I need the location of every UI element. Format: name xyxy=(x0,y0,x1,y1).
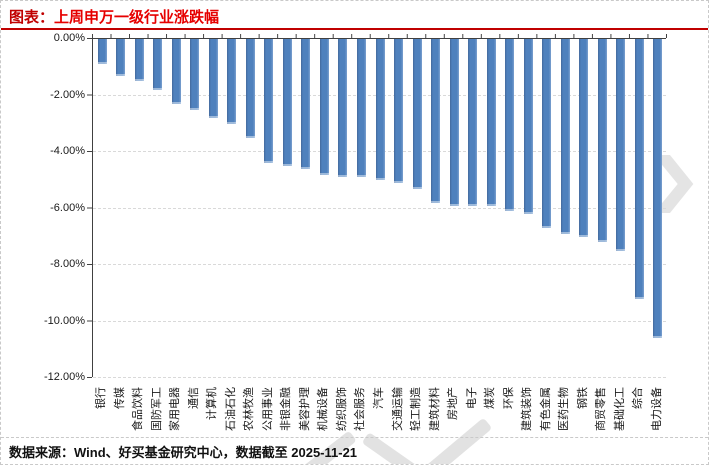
category-label: 美容护理 xyxy=(298,387,311,431)
category-label: 国防军工 xyxy=(150,387,163,431)
value-axis-label: 0.00% xyxy=(53,32,85,44)
bar-汽车 xyxy=(375,39,385,181)
chart-title-row: 图表：上周申万一级行业涨跌幅 xyxy=(9,6,219,27)
gridline xyxy=(93,264,666,265)
bar-美容护理 xyxy=(301,39,311,169)
bar-计算机 xyxy=(208,39,218,119)
category-label: 环保 xyxy=(502,387,515,409)
category-label: 汽车 xyxy=(373,387,385,409)
category-label: 公用事业 xyxy=(261,387,274,431)
category-label: 农林牧渔 xyxy=(243,387,256,431)
bar-国防军工 xyxy=(153,39,163,90)
bar-轻工制造 xyxy=(412,39,422,189)
bar-通信 xyxy=(190,39,200,110)
bar-有色金属 xyxy=(542,39,552,229)
category-axis-labels: 银行 传媒 食品饮料 国防军工 家用电器 通信 计算机 石油石化 农林牧渔 公用事业 非银金融 美容护… xyxy=(92,383,666,437)
value-axis-label: -2.00% xyxy=(50,88,85,101)
category-label: 交通运输 xyxy=(391,387,404,431)
value-axis-label: -10.00% xyxy=(44,314,85,327)
category-label: 银行 xyxy=(95,387,108,409)
value-axis-label: -8.00% xyxy=(50,258,85,270)
bar-医药生物 xyxy=(560,39,570,234)
value-axis-ticks xyxy=(87,38,92,379)
bar-基础化工 xyxy=(616,39,626,251)
category-label: 计算机 xyxy=(206,387,219,420)
value-axis-label: -4.00% xyxy=(50,145,85,157)
gridline xyxy=(93,207,666,209)
category-label: 商贸零售 xyxy=(595,387,608,431)
bar-食品饮料 xyxy=(134,39,144,82)
category-label: 食品饮料 xyxy=(132,387,145,431)
bar-非银金融 xyxy=(282,39,292,167)
bar-银行 xyxy=(97,39,107,65)
bar-chart-plot-area xyxy=(92,38,666,378)
chart-title-prefix: 图表： xyxy=(9,9,55,26)
bar-钢铁 xyxy=(579,39,589,237)
data-source-note: 数据来源：Wind、好买基金研究中心，数据截至 2025-11-21 xyxy=(9,445,358,460)
bar-煤炭 xyxy=(486,39,496,206)
bar-电子 xyxy=(468,39,478,206)
title-underline-rule xyxy=(1,28,708,30)
bar-建筑材料 xyxy=(431,39,441,203)
bar-农林牧渔 xyxy=(245,39,255,138)
category-label: 石油石化 xyxy=(224,387,237,431)
bar-建筑装饰 xyxy=(523,39,533,215)
category-label: 煤炭 xyxy=(484,387,497,409)
category-label: 基础化工 xyxy=(613,387,626,431)
bar-商贸零售 xyxy=(597,39,607,243)
category-axis-ticks xyxy=(92,34,667,38)
bar-环保 xyxy=(505,39,515,212)
category-label: 建筑材料 xyxy=(428,387,441,431)
footer-divider xyxy=(1,437,708,438)
category-label: 轻工制造 xyxy=(410,387,423,431)
category-label: 钢铁 xyxy=(576,387,589,409)
bar-社会服务 xyxy=(356,39,366,178)
bar-传媒 xyxy=(116,39,126,76)
category-label: 机械设备 xyxy=(317,387,330,431)
bar-综合 xyxy=(634,39,644,299)
bar-电力设备 xyxy=(653,39,663,339)
category-label: 有色金属 xyxy=(539,387,552,431)
category-label: 医药生物 xyxy=(558,387,571,431)
category-label: 通信 xyxy=(187,387,200,409)
value-axis-label: -6.00% xyxy=(50,201,85,214)
bar-交通运输 xyxy=(394,39,404,184)
category-label: 家用电器 xyxy=(169,387,182,431)
gridline xyxy=(93,320,666,322)
page-title: 上周申万一级行业涨跌幅 xyxy=(54,9,220,26)
category-label: 房地产 xyxy=(447,387,460,420)
category-label: 传媒 xyxy=(113,387,126,409)
watermark-chevron-icon: ❯ xyxy=(642,147,704,212)
category-label: 电子 xyxy=(465,387,478,409)
category-label: 电力设备 xyxy=(650,387,663,431)
bar-石油石化 xyxy=(227,39,237,124)
value-axis-labels: 0.00% -2.00% -4.00% -6.00% -8.00% -10.00% -12.… xyxy=(1,32,85,383)
bar-纺织服饰 xyxy=(338,39,348,178)
category-label: 综合 xyxy=(632,387,645,409)
category-label: 纺织服饰 xyxy=(335,387,348,431)
category-label: 非银金融 xyxy=(280,387,293,431)
category-label: 建筑装饰 xyxy=(521,387,534,431)
bar-机械设备 xyxy=(319,39,329,175)
value-axis-label: -12.00% xyxy=(44,371,85,383)
bar-房地产 xyxy=(449,39,459,206)
bar-家用电器 xyxy=(171,39,181,104)
category-label: 社会服务 xyxy=(354,387,367,431)
bar-公用事业 xyxy=(264,39,274,164)
gridline xyxy=(93,377,666,378)
